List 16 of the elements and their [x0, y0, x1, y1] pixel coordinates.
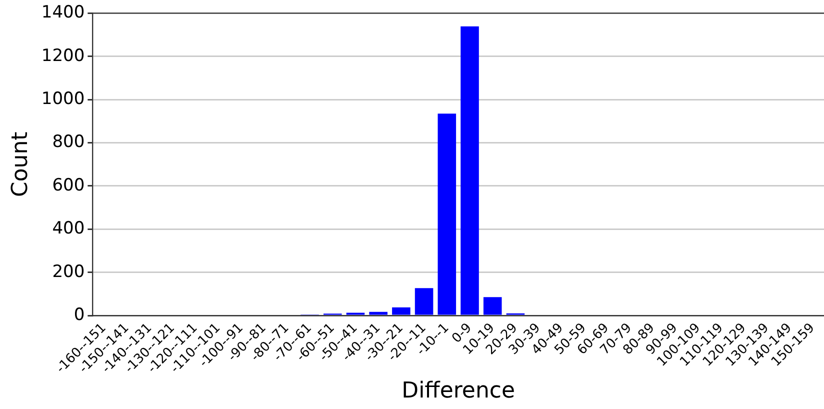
bar	[392, 307, 410, 315]
bar	[438, 114, 456, 315]
y-tick-label: 600	[52, 175, 85, 196]
y-tick-label: 1000	[41, 89, 85, 109]
y-tick-label: 800	[52, 132, 85, 152]
bar	[460, 26, 479, 315]
x-axis-title: Difference	[402, 378, 516, 404]
bar	[369, 312, 388, 315]
y-tick-label: 200	[52, 262, 85, 282]
bar	[483, 297, 502, 315]
y-tick-label: 1200	[41, 46, 85, 66]
y-tick-label: 1400	[41, 2, 85, 23]
y-tick-label: 400	[52, 218, 85, 239]
y-tick-label: 0	[74, 304, 85, 325]
bar	[414, 288, 434, 315]
y-axis-title: Count	[8, 131, 33, 198]
